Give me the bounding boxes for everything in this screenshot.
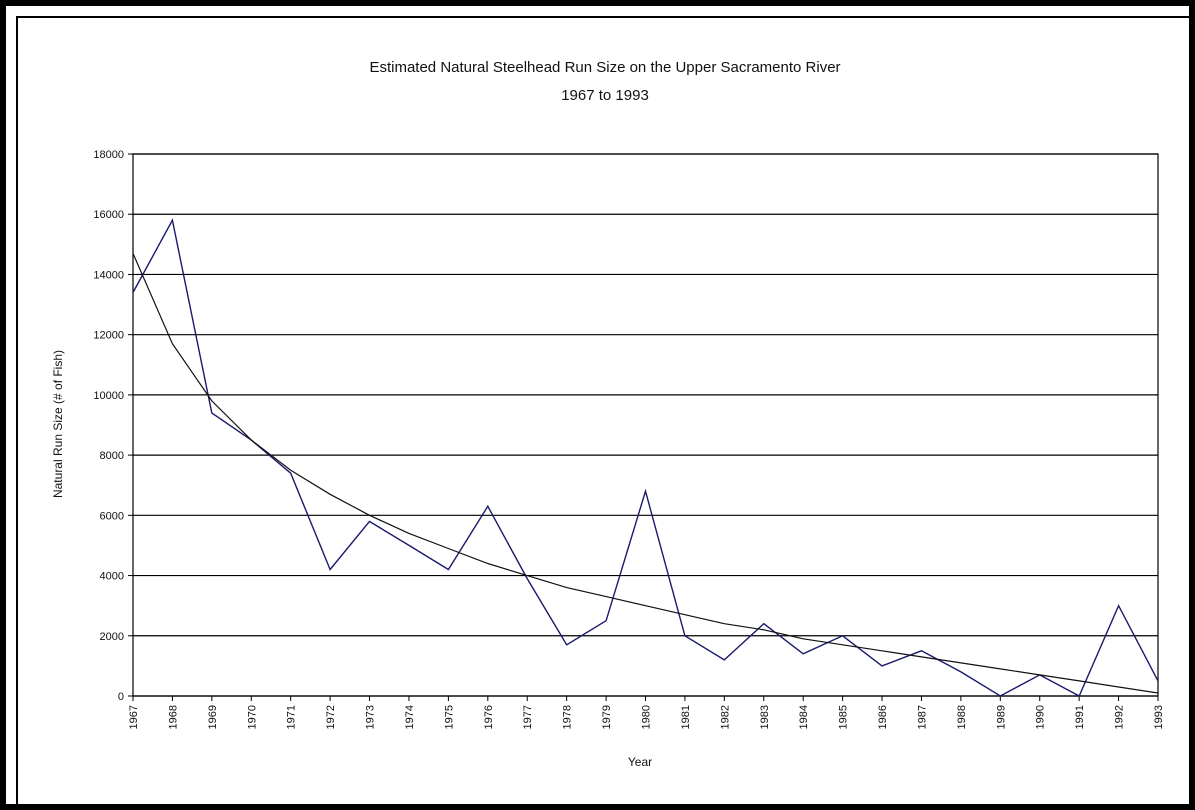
y-tick-label: 14000: [93, 269, 124, 281]
y-tick-label: 6000: [100, 510, 124, 522]
y-tick-label: 12000: [93, 330, 124, 342]
series-line-run-size: [132, 218, 1159, 697]
x-tick-label: 1992: [1114, 705, 1126, 729]
x-tick-label: 1982: [719, 705, 731, 729]
axis-layer: 0 2000 4000 6000 8000 10000 12000 14000 16000 180…: [93, 149, 1165, 729]
x-tick-label: 1974: [404, 705, 416, 729]
x-tick-label: 1968: [167, 705, 179, 729]
x-tick-label: 1973: [365, 705, 377, 729]
y-tick-label: 0: [118, 691, 124, 703]
x-tick-label: 1989: [995, 705, 1007, 729]
chart-title: Estimated Natural Steelhead Run Size on …: [369, 59, 840, 76]
x-axis-label: Year: [628, 755, 652, 769]
x-tick-label: 1977: [522, 705, 534, 729]
x-tick-label: 1967: [128, 705, 140, 729]
x-tick-label: 1993: [1153, 705, 1165, 729]
x-tick-label: 1985: [838, 705, 850, 729]
x-tick-label: 1976: [483, 705, 495, 729]
x-tick-label: 1987: [916, 705, 928, 729]
chart-subtitle: 1967 to 1993: [561, 87, 649, 104]
x-tick-label: 1980: [641, 705, 653, 729]
y-tick-label: 4000: [100, 571, 124, 583]
x-tick-label: 1972: [325, 705, 337, 729]
x-tick-label: 1971: [286, 705, 298, 729]
x-tick-label: 1975: [443, 705, 455, 729]
y-tick-label: 16000: [93, 209, 124, 221]
x-tick-label: 1991: [1074, 705, 1086, 729]
series-line-trend: [132, 253, 1159, 694]
y-tick-label: 8000: [100, 450, 124, 462]
plot-area-border: [132, 153, 1159, 697]
y-tick-label: 18000: [93, 149, 124, 161]
x-tick-label: 1970: [246, 705, 258, 729]
y-tick-label: 2000: [100, 631, 124, 643]
grid-layer: [133, 153, 1158, 697]
x-tick-label: 1988: [956, 705, 968, 729]
x-tick-label: 1984: [798, 705, 810, 729]
x-tick-label: 1978: [562, 705, 574, 729]
x-tick-label: 1979: [601, 705, 613, 729]
x-tick-label: 1990: [1035, 705, 1047, 729]
x-tick-label: 1969: [207, 705, 219, 729]
x-tick-label: 1983: [759, 705, 771, 729]
series-layer: [132, 218, 1159, 697]
x-tick-label: 1986: [877, 705, 889, 729]
y-tick-label: 10000: [93, 390, 124, 402]
y-axis-label: Natural Run Size (# of Fish): [51, 350, 65, 498]
x-tick-label: 1981: [680, 705, 692, 729]
